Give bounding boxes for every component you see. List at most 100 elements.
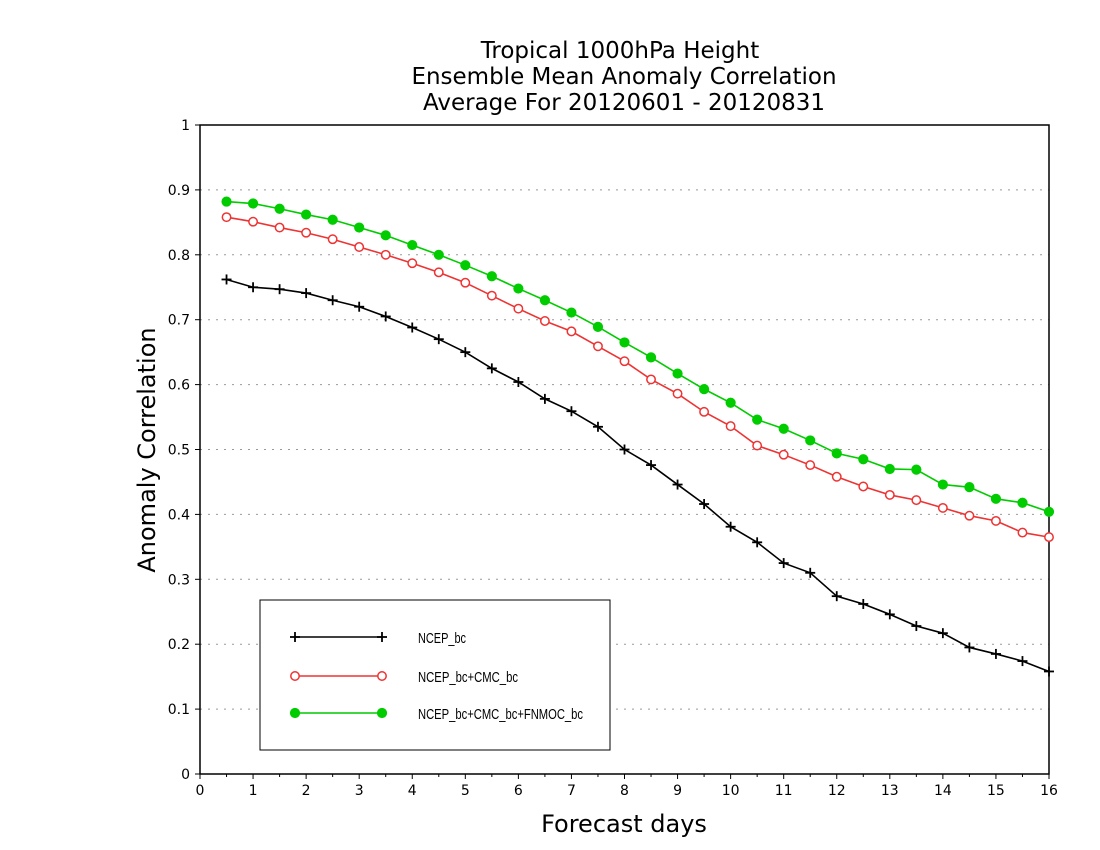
- legend-entry-2: NCEP_bc+CMC_bc: [290, 669, 518, 686]
- legend-marker: [290, 632, 300, 642]
- data-point: [805, 435, 816, 446]
- legend-marker: [290, 671, 300, 681]
- data-point: [1043, 506, 1055, 517]
- y-tick-label: 0.3: [168, 572, 190, 588]
- data-point: [805, 567, 816, 578]
- legend-marker: [377, 671, 387, 681]
- y-tick-label: 0: [181, 767, 190, 783]
- data-point: [486, 363, 497, 374]
- data-point: [646, 374, 656, 385]
- data-point: [990, 493, 1002, 504]
- data-point: [884, 609, 895, 620]
- x-tick-label: 16: [1040, 783, 1058, 799]
- chart-title-line-2: Ensemble Mean Anomaly Correlation: [411, 64, 836, 90]
- data-point: [592, 421, 603, 432]
- data-point: [672, 368, 683, 379]
- series-line: [226, 200, 1050, 513]
- data-point: [592, 321, 604, 332]
- data-point: [778, 449, 789, 460]
- data-point: [1017, 497, 1028, 508]
- data-point: [911, 495, 922, 506]
- y-tick-label: 0.4: [168, 507, 190, 523]
- data-point: [937, 502, 948, 513]
- x-tick-label: 7: [567, 783, 576, 799]
- data-point: [1044, 666, 1054, 677]
- x-tick-label: 1: [249, 783, 258, 799]
- y-tick-label: 0.6: [168, 378, 190, 394]
- data-point: [858, 598, 869, 609]
- data-point: [407, 322, 418, 333]
- data-point: [566, 307, 577, 318]
- legend-label: NCEP_bc+CMC_bc+FNMOC_bc: [418, 706, 583, 723]
- legend: NCEP_bc NCEP_bc+CMC_bc NCEP_bc+CMC_bc+FNMO…: [259, 599, 611, 751]
- data-point: [380, 311, 391, 322]
- series-2: [221, 212, 1054, 543]
- data-point: [990, 648, 1001, 659]
- data-point: [805, 460, 816, 471]
- data-point: [725, 521, 736, 532]
- data-point: [858, 454, 869, 465]
- data-point: [221, 212, 232, 223]
- data-point: [884, 463, 895, 475]
- data-point: [407, 258, 418, 269]
- data-point: [1017, 527, 1028, 538]
- series-group: [221, 196, 1055, 677]
- data-point: [619, 337, 630, 348]
- data-point: [698, 384, 710, 395]
- data-point: [513, 377, 524, 388]
- data-point: [566, 326, 577, 337]
- data-point: [937, 479, 948, 490]
- data-point: [433, 249, 444, 260]
- data-point: [460, 277, 471, 288]
- y-tick-label: 0.1: [168, 702, 190, 718]
- data-point: [619, 356, 630, 367]
- data-point: [539, 316, 550, 326]
- data-point: [964, 642, 975, 653]
- legend-label: NCEP_bc+CMC_bc: [418, 669, 518, 686]
- y-axis: 0 0.1 0.2 0.3 0.4 0.5 0.6 0.7 0.8 0.9 1: [168, 118, 200, 783]
- data-point: [964, 482, 975, 493]
- x-tick-label: 13: [881, 783, 899, 799]
- data-point: [433, 267, 444, 278]
- x-tick-label: 2: [302, 783, 311, 799]
- data-point: [327, 234, 338, 245]
- data-point: [274, 284, 285, 295]
- x-tick-label: 10: [722, 783, 740, 799]
- data-point: [327, 214, 338, 225]
- data-point: [778, 423, 789, 434]
- x-tick-label: 6: [514, 783, 523, 799]
- data-point: [645, 352, 657, 363]
- data-point: [301, 209, 312, 220]
- data-point: [699, 499, 710, 510]
- data-point: [778, 558, 789, 569]
- data-point: [646, 460, 657, 471]
- y-tick-label: 0.2: [168, 637, 190, 653]
- y-axis-label: Anomaly Correlation: [133, 327, 161, 572]
- y-tick-label: 1: [181, 118, 190, 134]
- data-point: [752, 537, 763, 548]
- data-point: [539, 295, 551, 306]
- data-point: [301, 288, 312, 299]
- data-point: [221, 274, 232, 285]
- y-tick-label: 0.9: [168, 183, 190, 199]
- data-point: [831, 471, 842, 482]
- data-point: [699, 406, 710, 417]
- x-tick-label: 12: [828, 783, 846, 799]
- series-3: [221, 196, 1055, 517]
- data-point: [752, 414, 763, 425]
- data-point: [248, 216, 259, 227]
- x-tick-label: 9: [673, 783, 682, 799]
- data-point: [486, 271, 497, 282]
- data-point: [619, 444, 630, 455]
- data-point: [247, 198, 259, 209]
- x-tick-label: 15: [987, 783, 1005, 799]
- data-point: [513, 283, 524, 294]
- data-point: [831, 448, 842, 459]
- legend-marker: [377, 632, 387, 642]
- x-tick-label: 11: [775, 783, 793, 799]
- data-point: [274, 222, 285, 233]
- chart-title-line-3: Average For 20120601 - 20120831: [423, 90, 825, 116]
- data-point: [539, 393, 550, 404]
- data-point: [248, 282, 259, 293]
